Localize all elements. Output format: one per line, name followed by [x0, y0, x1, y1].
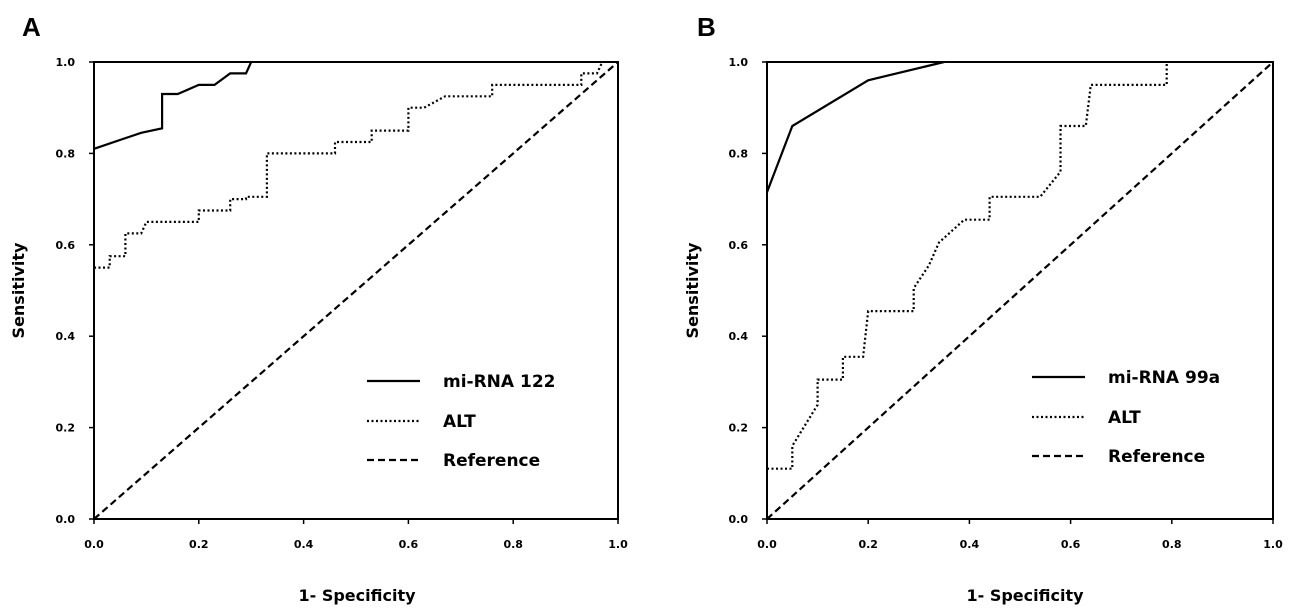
- legend-label: mi-RNA 99a: [1108, 368, 1220, 388]
- x-tick-label: 0.8: [1162, 538, 1182, 551]
- y-tick-label: 0.0: [729, 513, 749, 526]
- x-tick-label: 0.2: [858, 538, 878, 551]
- y-tick-label: 0.6: [56, 239, 76, 252]
- y-tick-label: 0.8: [729, 147, 749, 160]
- y-tick-label: 0.6: [729, 239, 749, 252]
- y-tick-label: 1.0: [56, 56, 76, 69]
- y-tick-label: 0.0: [56, 513, 76, 526]
- y-tick-label: 0.2: [56, 422, 76, 435]
- legend-label: Reference: [443, 451, 540, 471]
- x-axis-title: 1- Specificity: [966, 586, 1084, 605]
- x-tick-label: 1.0: [608, 538, 628, 551]
- x-tick-label: 0.0: [757, 538, 777, 551]
- series-line-dashed: [766, 61, 1274, 520]
- y-tick-label: 0.4: [56, 330, 76, 343]
- series-line-dotted: [94, 61, 604, 269]
- x-tick-label: 1.0: [1263, 538, 1283, 551]
- y-tick-label: 1.0: [729, 56, 749, 69]
- legend-label: ALT: [1108, 408, 1141, 428]
- plot-frame: [766, 61, 1274, 520]
- panel-letter: B: [697, 12, 716, 42]
- y-axis-title: Sensitivity: [683, 242, 702, 338]
- y-axis-title: Sensitivity: [9, 242, 28, 338]
- series-line-dotted: [767, 62, 1168, 470]
- y-tick-label: 0.4: [729, 330, 749, 343]
- x-tick-label: 0.4: [960, 538, 980, 551]
- x-tick-label: 0.2: [189, 538, 209, 551]
- legend-label: Reference: [1108, 447, 1205, 467]
- x-tick-label: 0.4: [294, 538, 314, 551]
- series-line-solid: [765, 60, 945, 193]
- legend-label: mi-RNA 122: [443, 372, 555, 392]
- y-tick-label: 0.8: [56, 147, 76, 160]
- x-tick-label: 0.6: [399, 538, 419, 551]
- x-tick-label: 0.0: [84, 538, 104, 551]
- x-tick-label: 0.6: [1061, 538, 1081, 551]
- y-tick-label: 0.2: [729, 422, 749, 435]
- series-line-solid: [93, 61, 253, 150]
- series-line-dashed: [93, 61, 619, 520]
- x-axis-title: 1- Specificity: [298, 586, 416, 605]
- plot-frame: [93, 61, 619, 520]
- legend-label: ALT: [443, 412, 476, 432]
- x-tick-label: 0.8: [503, 538, 523, 551]
- panel-letter: A: [22, 12, 41, 42]
